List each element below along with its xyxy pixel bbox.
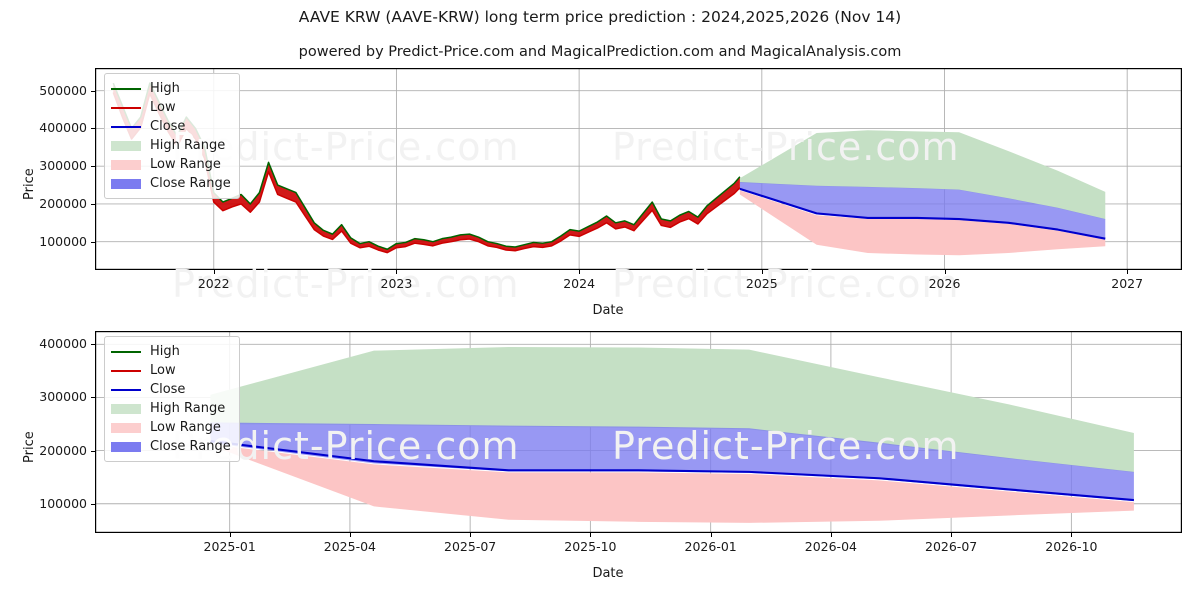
legend-patch-swatch — [111, 421, 141, 434]
y-tick-mark — [91, 241, 95, 243]
y-tick-mark — [91, 450, 95, 452]
legend-patch-swatch — [111, 402, 141, 415]
legend-line-swatch — [111, 364, 141, 377]
y-tick-mark — [91, 203, 95, 205]
x-tick-mark — [710, 533, 712, 537]
legend-item-high: High — [111, 79, 231, 98]
x-tick-label: 2026-01 — [684, 539, 737, 554]
legend-item-high-range: High Range — [111, 399, 231, 418]
legend-item-low: Low — [111, 361, 231, 380]
page-title: AAVE KRW (AAVE-KRW) long term price pred… — [298, 8, 902, 26]
bottom-chart-legend: High Low Close High Range Low Range Close Ran… — [104, 336, 240, 462]
legend-item-label: Close — [150, 382, 186, 397]
y-tick-mark — [91, 503, 95, 505]
bottom-chart-panel — [95, 331, 1182, 533]
y-tick-label: 200000 — [39, 195, 87, 211]
x-tick-label: 2026 — [928, 276, 961, 291]
y-tick-label: 100000 — [39, 233, 87, 249]
y-tick-mark — [91, 397, 95, 399]
legend-item-label: Close Range — [150, 439, 231, 454]
x-tick-label: 2026-04 — [804, 539, 857, 554]
page-subtitle: powered by Predict-Price.com and Magical… — [298, 44, 902, 60]
x-tick-label: 2025-01 — [203, 539, 256, 554]
x-tick-mark — [470, 533, 472, 537]
legend-item-label: Low — [150, 100, 176, 115]
x-tick-label: 2025-10 — [564, 539, 617, 554]
legend-patch-swatch — [111, 177, 141, 190]
y-tick-label: 400000 — [39, 336, 87, 352]
x-tick-mark — [213, 270, 215, 274]
legend-item-label: Close — [150, 119, 186, 134]
x-tick-label: 2027 — [1111, 276, 1144, 291]
legend-item-low-range: Low Range — [111, 418, 231, 437]
x-tick-label: 2026-10 — [1045, 539, 1098, 554]
bottom-x-axis-label: Date — [592, 566, 624, 581]
x-tick-mark — [830, 533, 832, 537]
legend-line-swatch — [111, 120, 141, 133]
y-tick-mark — [91, 166, 95, 168]
y-tick-mark — [91, 344, 95, 346]
x-tick-label: 2025 — [745, 276, 778, 291]
x-tick-label: 2022 — [197, 276, 230, 291]
legend-item-low-range: Low Range — [111, 155, 231, 174]
top-chart-legend: High Low Close High Range Low Range Close Ran… — [104, 73, 240, 199]
legend-item-label: High Range — [150, 401, 226, 416]
legend-line-swatch — [111, 383, 141, 396]
legend-item-label: Low Range — [150, 157, 221, 172]
legend-item-close-range: Close Range — [111, 174, 231, 193]
legend-patch-swatch — [111, 440, 141, 453]
y-tick-label: 300000 — [39, 158, 87, 174]
legend-item-low: Low — [111, 98, 231, 117]
legend-line-swatch — [111, 345, 141, 358]
legend-item-high-range: High Range — [111, 136, 231, 155]
legend-patch-swatch — [111, 139, 141, 152]
legend-item-label: Low — [150, 363, 176, 378]
y-tick-mark — [91, 128, 95, 130]
x-tick-mark — [761, 270, 763, 274]
legend-item-close-range: Close Range — [111, 437, 231, 456]
legend-line-swatch — [111, 82, 141, 95]
x-tick-mark — [944, 270, 946, 274]
x-tick-mark — [396, 270, 398, 274]
top-chart-panel — [95, 68, 1182, 270]
x-tick-mark — [229, 533, 231, 537]
y-tick-label: 100000 — [39, 495, 87, 511]
top-x-axis-label: Date — [592, 303, 624, 318]
y-tick-label: 500000 — [39, 82, 87, 98]
x-tick-mark — [951, 533, 953, 537]
legend-item-label: High — [150, 81, 180, 96]
x-tick-label: 2023 — [380, 276, 413, 291]
x-tick-label: 2025-07 — [444, 539, 497, 554]
legend-item-close: Close — [111, 117, 231, 136]
y-tick-label: 200000 — [39, 442, 87, 458]
x-tick-label: 2024 — [563, 276, 596, 291]
legend-patch-swatch — [111, 158, 141, 171]
legend-item-high: High — [111, 342, 231, 361]
x-tick-mark — [1071, 533, 1073, 537]
legend-item-label: Close Range — [150, 176, 231, 191]
legend-item-label: Low Range — [150, 420, 221, 435]
x-tick-mark — [590, 533, 592, 537]
legend-line-swatch — [111, 101, 141, 114]
legend-item-label: High Range — [150, 138, 226, 153]
x-tick-mark — [579, 270, 581, 274]
y-tick-mark — [91, 90, 95, 92]
x-tick-label: 2025-04 — [323, 539, 377, 554]
y-tick-label: 400000 — [39, 120, 87, 136]
x-tick-label: 2026-07 — [925, 539, 978, 554]
legend-item-label: High — [150, 344, 180, 359]
legend-item-close: Close — [111, 380, 231, 399]
x-tick-mark — [349, 533, 351, 537]
y-tick-label: 300000 — [39, 389, 87, 405]
x-tick-mark — [1127, 270, 1129, 274]
